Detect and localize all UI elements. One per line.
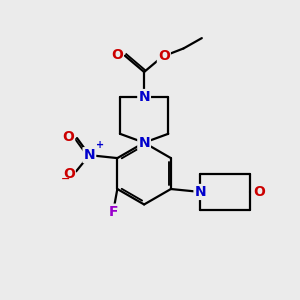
Text: O: O — [253, 185, 265, 199]
Text: O: O — [158, 49, 170, 63]
Text: −: − — [61, 174, 70, 184]
Text: +: + — [96, 140, 104, 150]
Text: N: N — [138, 90, 150, 104]
Text: O: O — [62, 130, 74, 144]
Text: N: N — [194, 185, 206, 199]
Text: N: N — [138, 136, 150, 150]
Text: O: O — [111, 48, 123, 62]
Text: O: O — [63, 167, 75, 181]
Text: N: N — [84, 148, 95, 162]
Text: F: F — [109, 205, 118, 219]
